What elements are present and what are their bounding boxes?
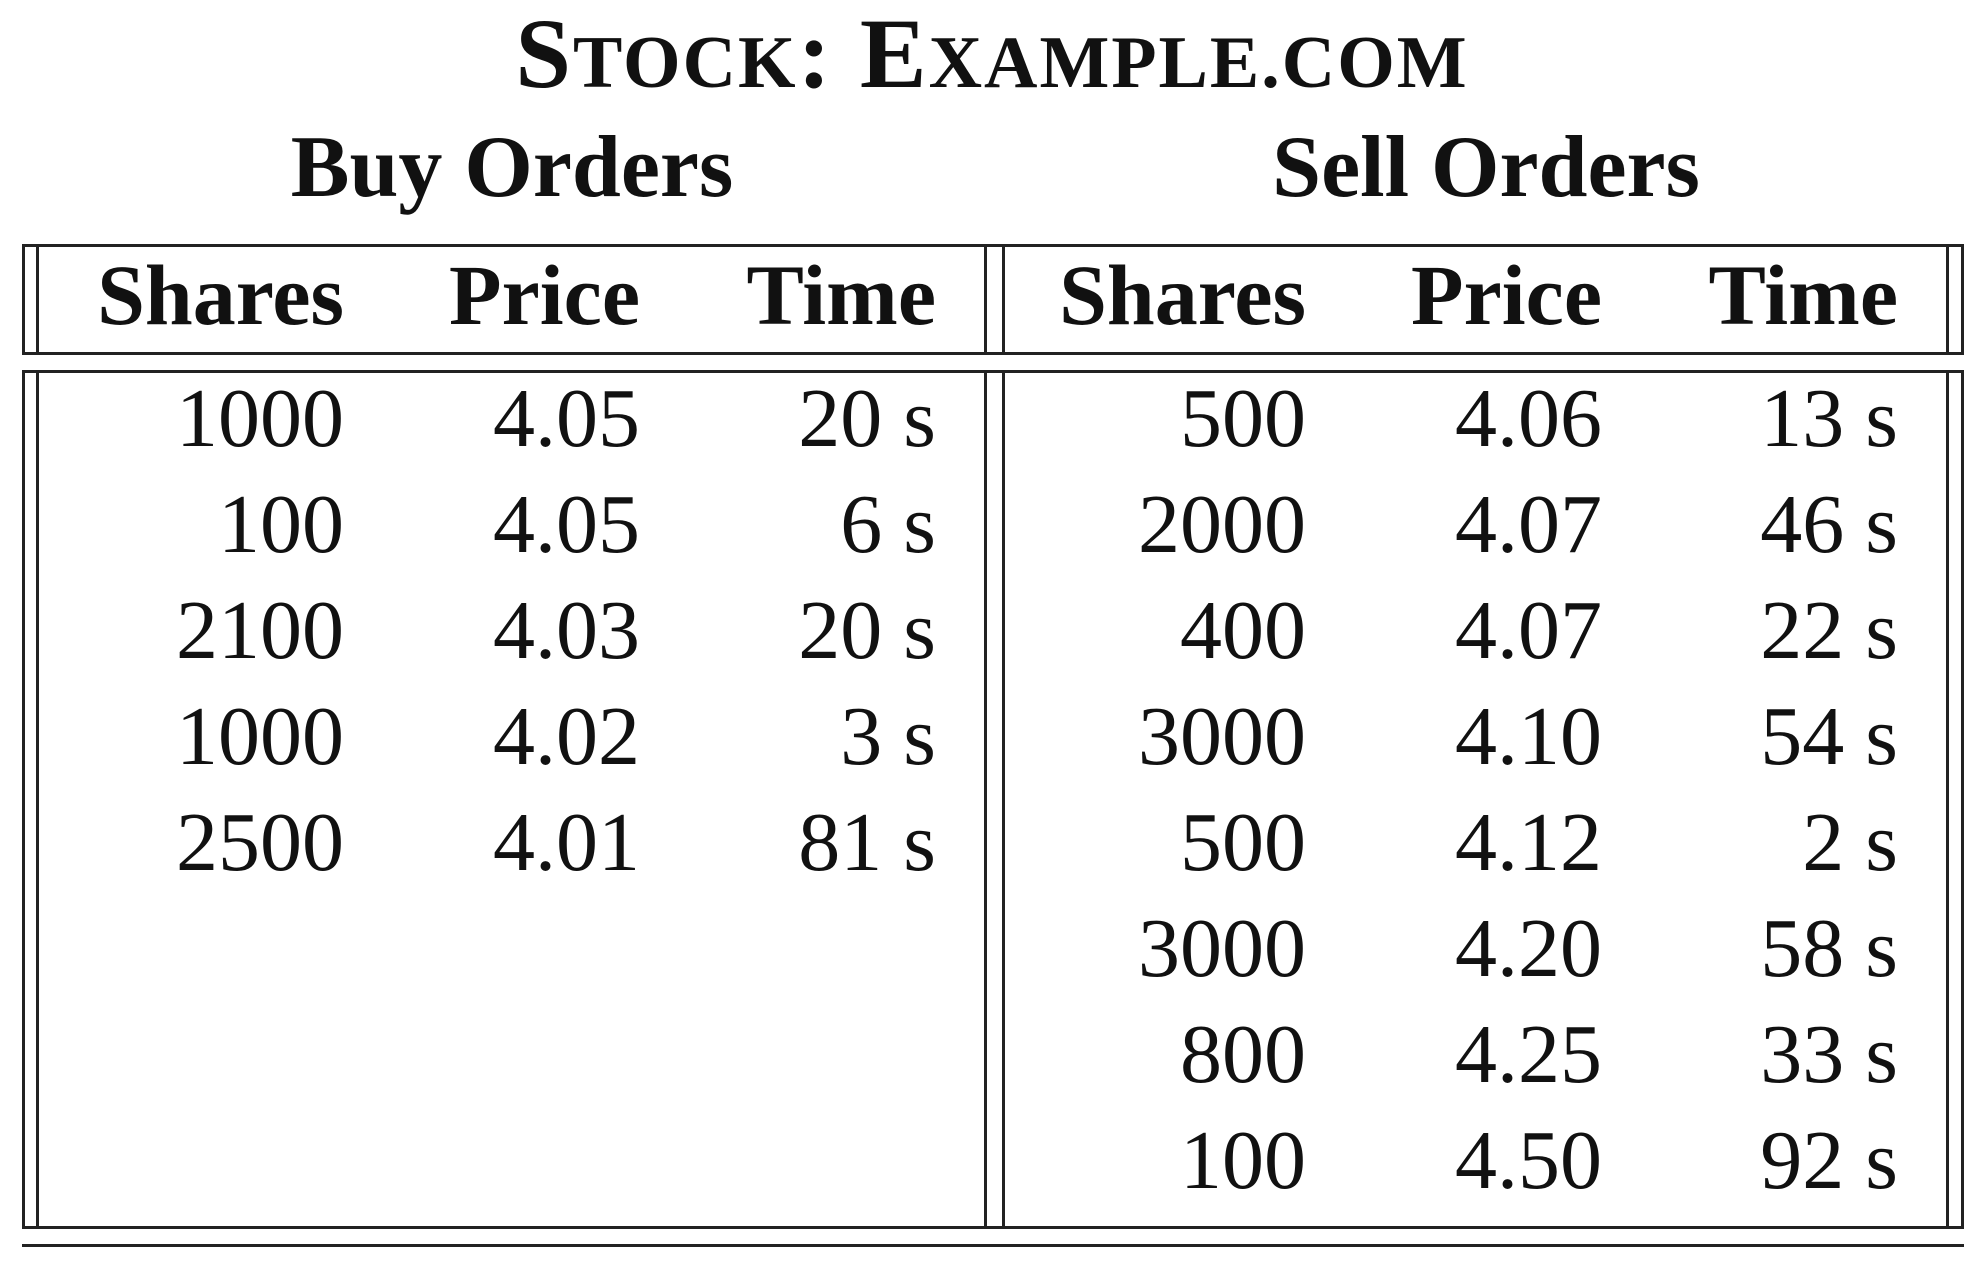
left-outer-rule-header (22, 244, 25, 355)
header-bottom-rule (22, 352, 1964, 355)
sell-header-shares: Shares (1059, 247, 1306, 343)
body-bottom-rule (22, 1226, 1964, 1229)
buy-header-price: Price (449, 247, 640, 343)
sell-shares-cell: 3000 (1138, 690, 1306, 783)
buy-time-cell: 6 s (840, 478, 936, 571)
sell-price-cell: 4.50 (1455, 1114, 1602, 1207)
sell-header-price: Price (1411, 247, 1602, 343)
buy-shares-cell: 2100 (176, 584, 344, 677)
sell-time-cell: 13 s (1760, 372, 1898, 465)
sell-time-cell: 54 s (1760, 690, 1898, 783)
right-inner-rule-header (1946, 244, 1949, 355)
sell-time-cell: 58 s (1760, 902, 1898, 995)
page-title: STOCK: EXAMPLE.COM (0, 4, 1984, 113)
buy-time-cell: 81 s (798, 796, 936, 889)
sell-shares-cell: 2000 (1138, 478, 1306, 571)
sell-price-cell: 4.07 (1455, 584, 1602, 677)
buy-header-shares: Shares (97, 247, 344, 343)
middle-rule-b-body (1002, 370, 1005, 1229)
buy-shares-cell: 100 (218, 478, 344, 571)
table-bottom-rule (22, 1244, 1964, 1247)
sell-price-cell: 4.20 (1455, 902, 1602, 995)
title-part2-first: E (859, 0, 929, 109)
sell-shares-cell: 3000 (1138, 902, 1306, 995)
buy-time-cell: 20 s (798, 372, 936, 465)
right-inner-rule-body (1946, 370, 1949, 1229)
table-top-rule (22, 244, 1964, 247)
sell-price-cell: 4.06 (1455, 372, 1602, 465)
sell-price-cell: 4.07 (1455, 478, 1602, 571)
title-part1-rest: TOCK (573, 22, 798, 104)
left-inner-rule-header (36, 244, 39, 355)
title-separator: : (797, 0, 860, 109)
buy-time-cell: 3 s (840, 690, 936, 783)
buy-price-cell: 4.01 (493, 796, 640, 889)
title-part2-rest: XAMPLE.COM (928, 22, 1469, 104)
middle-rule-b-header (1002, 244, 1005, 355)
left-inner-rule-body (36, 370, 39, 1229)
sell-orders-title: Sell Orders (1272, 119, 1700, 216)
middle-rule-a-header (984, 244, 987, 355)
body-top-rule (22, 370, 1964, 373)
buy-orders-title: Buy Orders (290, 119, 734, 216)
buy-time-cell: 20 s (798, 584, 936, 677)
buy-price-cell: 4.02 (493, 690, 640, 783)
sell-time-cell: 92 s (1760, 1114, 1898, 1207)
sell-time-cell: 2 s (1802, 796, 1898, 889)
sell-header-time: Time (1708, 247, 1898, 343)
sell-price-cell: 4.25 (1455, 1008, 1602, 1101)
left-outer-rule-body (22, 370, 25, 1229)
right-outer-rule-header (1961, 244, 1964, 355)
title-part1-first: S (515, 0, 573, 109)
sell-time-cell: 33 s (1760, 1008, 1898, 1101)
buy-shares-cell: 1000 (176, 372, 344, 465)
buy-price-cell: 4.05 (493, 372, 640, 465)
buy-price-cell: 4.03 (493, 584, 640, 677)
sell-price-cell: 4.12 (1455, 796, 1602, 889)
sell-time-cell: 22 s (1760, 584, 1898, 677)
sell-shares-cell: 100 (1180, 1114, 1306, 1207)
buy-price-cell: 4.05 (493, 478, 640, 571)
buy-shares-cell: 2500 (176, 796, 344, 889)
sell-shares-cell: 800 (1180, 1008, 1306, 1101)
buy-shares-cell: 1000 (176, 690, 344, 783)
buy-header-time: Time (746, 247, 936, 343)
sell-time-cell: 46 s (1760, 478, 1898, 571)
right-outer-rule-body (1961, 370, 1964, 1229)
sell-shares-cell: 400 (1180, 584, 1306, 677)
sell-price-cell: 4.10 (1455, 690, 1602, 783)
sell-shares-cell: 500 (1180, 372, 1306, 465)
sell-shares-cell: 500 (1180, 796, 1306, 889)
middle-rule-a-body (984, 370, 987, 1229)
